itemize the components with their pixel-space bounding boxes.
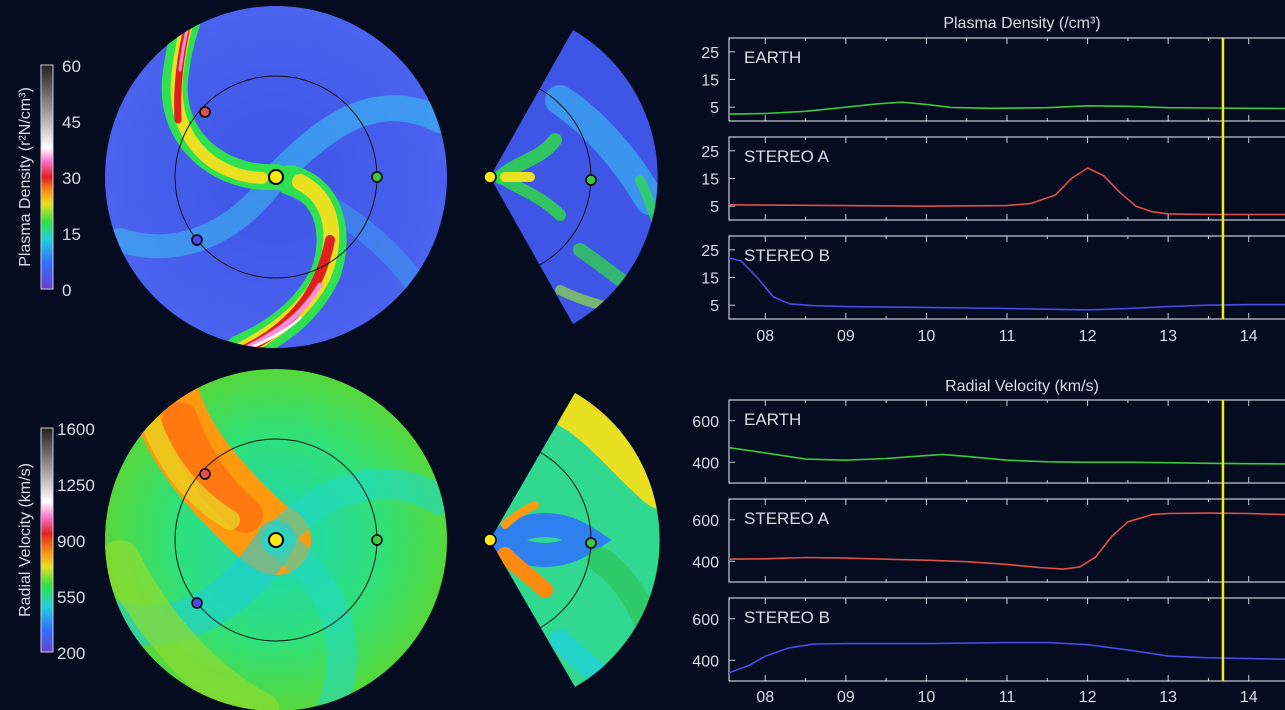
y-tick-label: 5 [710,199,719,216]
x-tick-label: 12 [1079,689,1097,706]
series-label: STEREO A [744,147,830,166]
x-tick-label: 08 [756,689,774,706]
x-tick-label: 12 [1079,328,1097,345]
series-label: EARTH [744,48,801,67]
velocity-ambient-spiral [105,520,296,646]
x-tick-label: 13 [1159,689,1177,706]
y-tick-label: 5 [710,100,719,117]
x-tick-label: 14 [1240,328,1258,345]
y-tick-label: 15 [701,271,719,288]
x-tick-label: 10 [918,689,936,706]
series-label: STEREO B [744,608,830,627]
x-tick-label: 13 [1159,328,1177,345]
y-tick-label: 600 [692,612,719,629]
density-meridional-wedge [483,30,658,324]
y-tick-label: 15 [701,172,719,189]
density-timeseries: Plasma Density (/cm³) 25 15 5 EARTH 25 15 5 STER… [701,15,1285,345]
sun-marker [268,532,284,548]
velocity-colorbar: 1600 1250 900 550 200 Radial Velocity (k… [17,420,95,663]
series-line [728,641,1285,674]
colorbar-tick: 15 [62,225,81,244]
velocity-timeseries: Radial Velocity (km/s) 600 400 EARTH 600 400 S… [692,378,1285,706]
x-tick-label: 08 [756,328,774,345]
colorbar-tick: 60 [62,57,81,76]
velocity-ambient-spiral [261,525,357,710]
colorbar-tick: 0 [62,281,71,300]
timeseries-charts: Plasma Density (/cm³) 25 15 5 EARTH 25 15 5 STER… [692,15,1285,706]
series-panel-earth: 600 400 EARTH [692,399,1285,484]
x-tick-label: 11 [999,689,1016,706]
sun-marker [483,533,497,547]
series-line [728,446,1285,465]
x-tick-label: 09 [837,689,855,706]
y-tick-label: 400 [692,554,719,571]
colorbar-tick: 200 [57,644,85,663]
series-line [728,101,1285,115]
series-label: STEREO A [744,509,830,528]
y-tick-label: 5 [710,298,719,315]
series-line [728,257,1285,311]
colorbar-tick: 550 [57,588,85,607]
earth-marker [371,171,383,183]
series-panel-earth: 25 15 5 EARTH [701,37,1285,122]
density-ambient-spiral [263,95,447,190]
x-tick-label: 14 [1240,689,1258,706]
series-panel-stereo-a: 25 15 5 STEREO A [701,136,1285,221]
y-tick-label: 15 [701,73,719,90]
series-line [728,167,1285,216]
stereo-a-marker [199,468,211,480]
sun-marker [483,170,497,184]
colorbar-tick: 45 [62,113,81,132]
sun-marker [268,169,284,185]
series-panel-stereo-b: 25 15 5 STEREO B [701,235,1285,320]
density-colorbar-ticks: 60 45 30 15 0 [62,57,81,300]
velocity-colorbar-strip [40,427,54,653]
density-ecliptic-disk [105,6,447,348]
series-label: STEREO B [744,246,830,265]
density-colorbar-strip [40,64,54,290]
x-tick-label: 09 [837,328,855,345]
colorbar-tick: 30 [62,169,81,188]
density-colorbar-label: Plasma Density (r²N/cm³) [17,87,34,267]
density-colorbar: 60 45 30 15 0 Plasma Density (r²N/cm³) [17,57,81,300]
density-cme-front-lower-max [235,282,323,348]
colorbar-tick: 1250 [57,476,95,495]
series-panel-stereo-b: 600 400 STEREO B [692,597,1285,682]
stereo-a-marker [199,106,211,118]
y-tick-label: 600 [692,513,719,530]
earth-marker [585,174,597,186]
density-ambient-spiral [108,165,288,259]
velocity-ecliptic-disk [105,369,447,710]
colorbar-tick: 1600 [57,420,95,439]
chart-title: Plasma Density (/cm³) [943,15,1100,32]
series-label: EARTH [744,410,801,429]
panel-frame [728,498,1285,583]
x-tick-label: 11 [999,328,1016,345]
y-tick-label: 600 [692,414,719,431]
velocity-slow-region [105,540,280,710]
chart-title: Radial Velocity (km/s) [945,378,1099,395]
y-tick-label: 25 [701,243,719,260]
colorbar-tick: 900 [57,532,85,551]
y-tick-label: 25 [701,144,719,161]
panel-frame [728,399,1285,484]
x-tick-label: 10 [918,328,936,345]
series-line [728,512,1285,570]
velocity-ambient-spiral [261,468,447,555]
series-panel-stereo-a: 600 400 STEREO A [692,498,1285,583]
velocity-colorbar-ticks: 1600 1250 900 550 200 [57,420,95,663]
stereo-b-marker [191,234,203,246]
earth-marker [371,534,383,546]
density-cme-front-lower-white [238,316,302,348]
panel-frame [728,597,1285,682]
y-tick-label: 400 [692,455,719,472]
velocity-colorbar-label: Radial Velocity (km/s) [17,463,34,617]
stereo-b-marker [191,597,203,609]
y-tick-label: 25 [701,45,719,62]
y-tick-label: 400 [692,653,719,670]
earth-marker [585,537,597,549]
